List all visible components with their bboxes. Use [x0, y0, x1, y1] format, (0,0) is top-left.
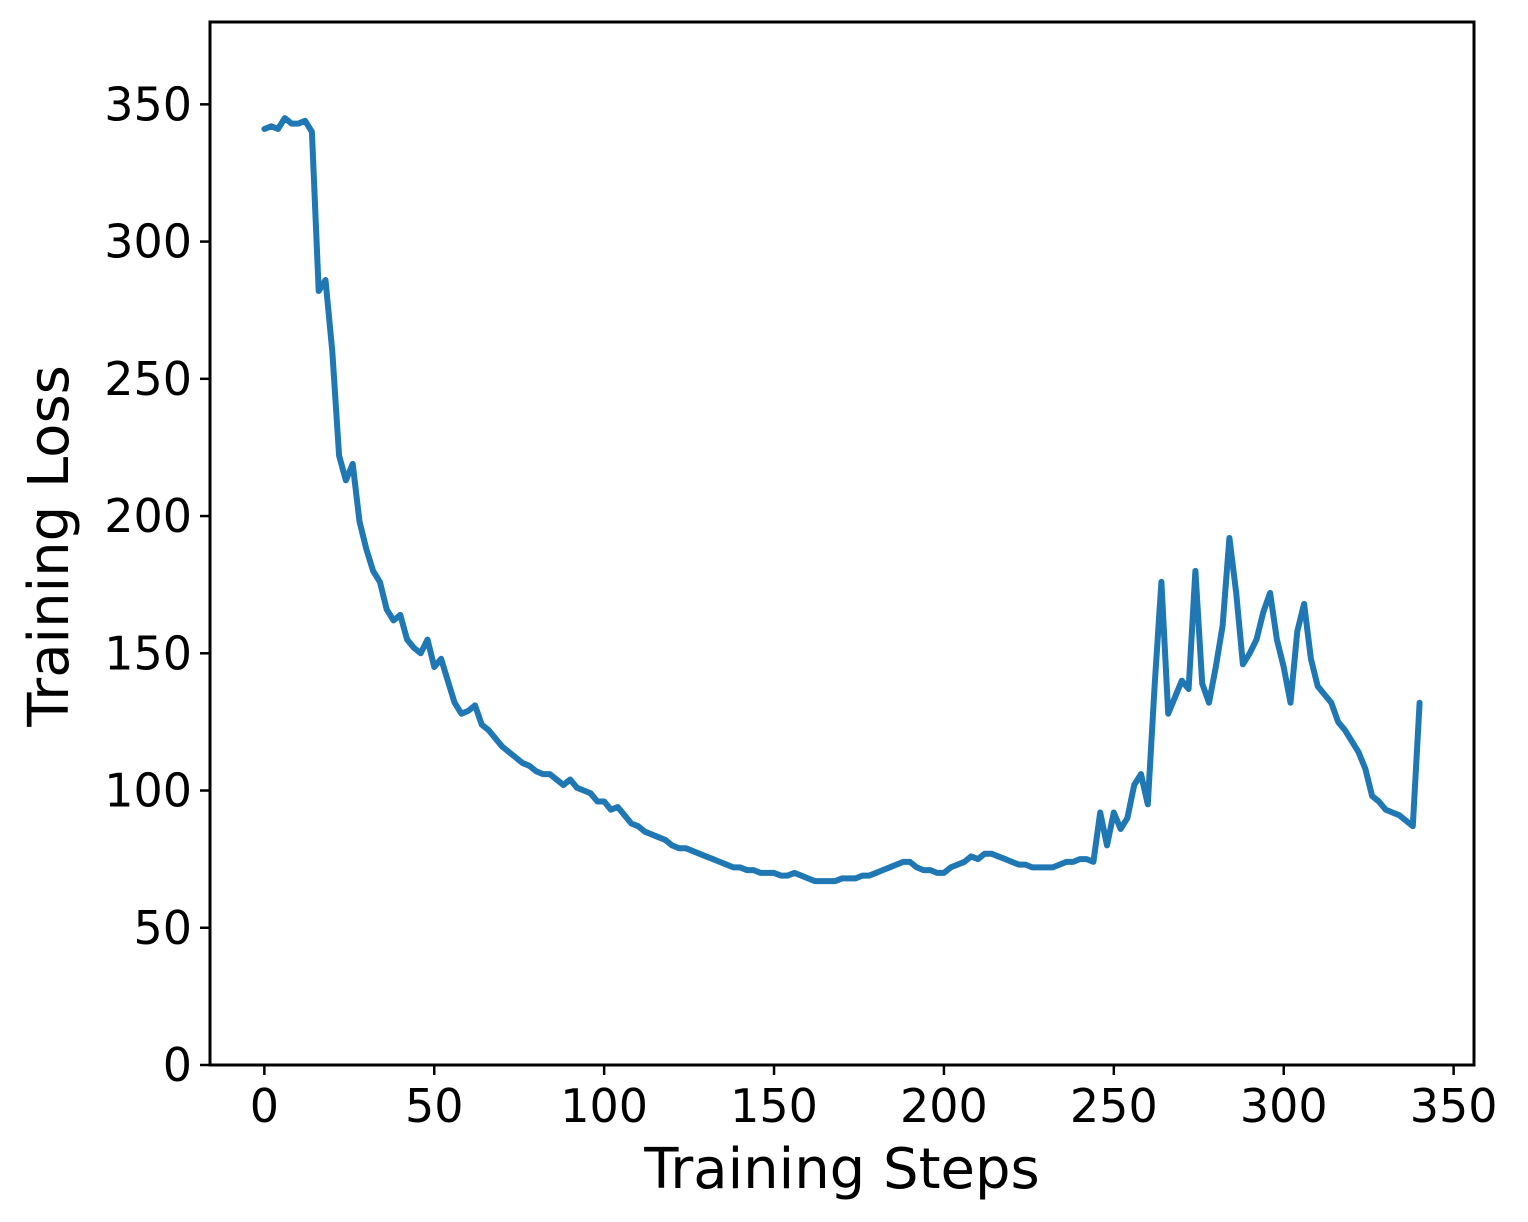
x-tick-label: 200 [900, 1079, 988, 1133]
x-tick-label: 0 [250, 1079, 279, 1133]
x-axis-label: Training Steps [643, 1137, 1039, 1202]
x-tick-label: 150 [730, 1079, 818, 1133]
x-axis-ticks: 0 50 100 150 200 250 300 350 [250, 1065, 1498, 1133]
y-tick-label: 300 [104, 215, 192, 269]
plot-frame [208, 20, 1476, 1067]
x-tick-label: 250 [1070, 1079, 1158, 1133]
y-tick-label: 100 [104, 764, 192, 818]
x-tick-label: 50 [405, 1079, 464, 1133]
y-tick-label: 350 [104, 77, 192, 131]
x-tick-label: 350 [1410, 1079, 1498, 1133]
y-tick-label: 150 [104, 626, 192, 680]
x-tick-label: 300 [1240, 1079, 1328, 1133]
y-tick-label: 0 [163, 1038, 192, 1092]
y-tick-label: 200 [104, 489, 192, 543]
y-tick-label: 50 [133, 901, 192, 955]
training-loss-series-line [261, 115, 1423, 885]
y-axis-label: Training Loss [17, 365, 82, 728]
x-tick-label: 100 [560, 1079, 648, 1133]
y-tick-label: 250 [104, 352, 192, 406]
y-axis-ticks: 0 50 100 150 200 250 300 350 [104, 77, 210, 1092]
